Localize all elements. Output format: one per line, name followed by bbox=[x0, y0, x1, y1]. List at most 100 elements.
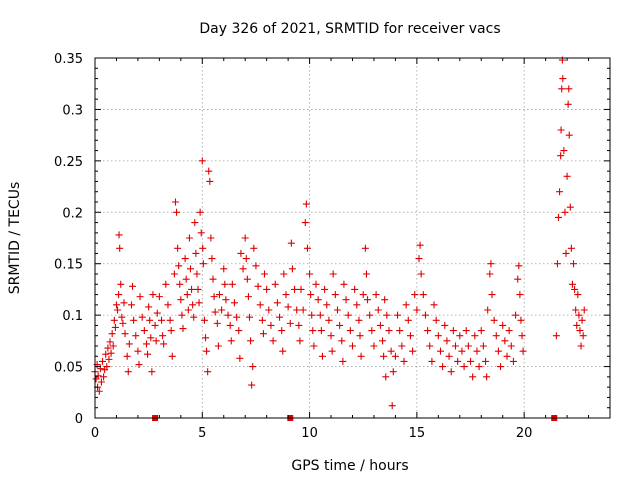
data-point bbox=[344, 311, 352, 319]
data-point bbox=[195, 299, 203, 307]
data-point bbox=[473, 347, 481, 355]
data-point bbox=[153, 309, 161, 317]
data-point bbox=[503, 352, 511, 360]
data-point bbox=[556, 188, 564, 196]
data-point bbox=[273, 299, 281, 307]
data-point bbox=[452, 342, 459, 350]
data-point bbox=[254, 282, 262, 290]
data-point bbox=[226, 321, 234, 329]
data-point bbox=[499, 321, 507, 329]
data-point bbox=[323, 301, 331, 309]
data-point bbox=[482, 357, 490, 365]
data-point bbox=[445, 352, 453, 360]
data-point bbox=[244, 293, 252, 301]
data-point bbox=[566, 203, 574, 211]
data-point bbox=[109, 342, 117, 350]
data-point bbox=[103, 363, 111, 371]
data-point bbox=[518, 332, 526, 340]
data-point bbox=[424, 327, 432, 335]
data-point bbox=[211, 308, 219, 316]
data-point bbox=[177, 296, 185, 304]
data-point bbox=[301, 219, 309, 227]
data-point bbox=[108, 330, 116, 338]
data-point bbox=[479, 342, 487, 350]
data-point bbox=[400, 357, 408, 365]
data-point bbox=[471, 332, 479, 340]
data-point bbox=[351, 285, 359, 293]
data-point bbox=[571, 285, 579, 293]
data-point bbox=[136, 293, 144, 301]
data-point bbox=[220, 265, 228, 273]
y-tick-label: 0.05 bbox=[54, 361, 83, 376]
data-point bbox=[194, 285, 202, 293]
data-point bbox=[287, 239, 295, 247]
data-point bbox=[228, 280, 236, 288]
data-point bbox=[271, 280, 279, 288]
data-point bbox=[269, 337, 277, 345]
data-point bbox=[487, 260, 495, 268]
data-point bbox=[185, 234, 193, 242]
data-point bbox=[434, 332, 442, 340]
data-point bbox=[370, 342, 378, 350]
data-point bbox=[182, 275, 190, 283]
data-point bbox=[167, 327, 175, 335]
data-point bbox=[346, 327, 354, 335]
data-point bbox=[362, 270, 370, 278]
data-point bbox=[243, 275, 251, 283]
data-point bbox=[391, 352, 399, 360]
data-point bbox=[148, 368, 156, 376]
data-point bbox=[404, 316, 412, 324]
data-point bbox=[115, 291, 123, 299]
data-point bbox=[296, 337, 304, 345]
data-point bbox=[168, 352, 176, 360]
data-point bbox=[166, 316, 174, 324]
data-point bbox=[333, 306, 341, 314]
data-point bbox=[199, 260, 207, 268]
x-tick-label: 20 bbox=[516, 426, 533, 441]
data-point bbox=[428, 357, 436, 365]
data-point bbox=[419, 291, 427, 299]
x-tick-label: 15 bbox=[409, 426, 426, 441]
data-point bbox=[327, 332, 335, 340]
data-point bbox=[205, 167, 213, 175]
data-point bbox=[149, 291, 157, 299]
data-point bbox=[564, 100, 572, 108]
data-point bbox=[398, 342, 406, 350]
data-point bbox=[389, 368, 397, 376]
data-point bbox=[173, 208, 181, 216]
data-point bbox=[306, 270, 314, 278]
data-point bbox=[557, 152, 565, 160]
data-point bbox=[509, 357, 517, 365]
data-point bbox=[121, 330, 129, 338]
data-point bbox=[517, 316, 525, 324]
data-point bbox=[143, 340, 150, 348]
data-point bbox=[307, 291, 315, 299]
data-point bbox=[242, 255, 250, 263]
data-point bbox=[123, 352, 131, 360]
data-point bbox=[162, 280, 170, 288]
chart-title: Day 326 of 2021, SRMTID for receiver vac… bbox=[199, 21, 500, 37]
data-point bbox=[288, 265, 296, 273]
data-point bbox=[379, 337, 387, 345]
data-point bbox=[107, 349, 115, 357]
data-point bbox=[184, 306, 192, 314]
data-point bbox=[134, 347, 142, 355]
data-point bbox=[577, 342, 585, 350]
data-point bbox=[115, 231, 123, 239]
axis-ticks: 0 5 10 15 20 0 0.05 0.1 0.15 0.2 0.25 0.3 0.35 bbox=[54, 52, 610, 441]
data-point bbox=[469, 373, 477, 381]
data-point bbox=[580, 306, 588, 314]
y-tick-label: 0.35 bbox=[54, 52, 83, 67]
data-point bbox=[112, 301, 120, 309]
data-point bbox=[507, 342, 515, 350]
data-point bbox=[339, 357, 347, 365]
y-tick-label: 0.15 bbox=[54, 258, 83, 273]
data-point bbox=[246, 313, 253, 321]
data-point bbox=[402, 301, 410, 309]
data-point bbox=[276, 313, 284, 321]
data-point bbox=[568, 280, 576, 288]
data-point bbox=[464, 342, 472, 350]
data-point bbox=[213, 319, 221, 327]
data-point bbox=[186, 265, 194, 273]
